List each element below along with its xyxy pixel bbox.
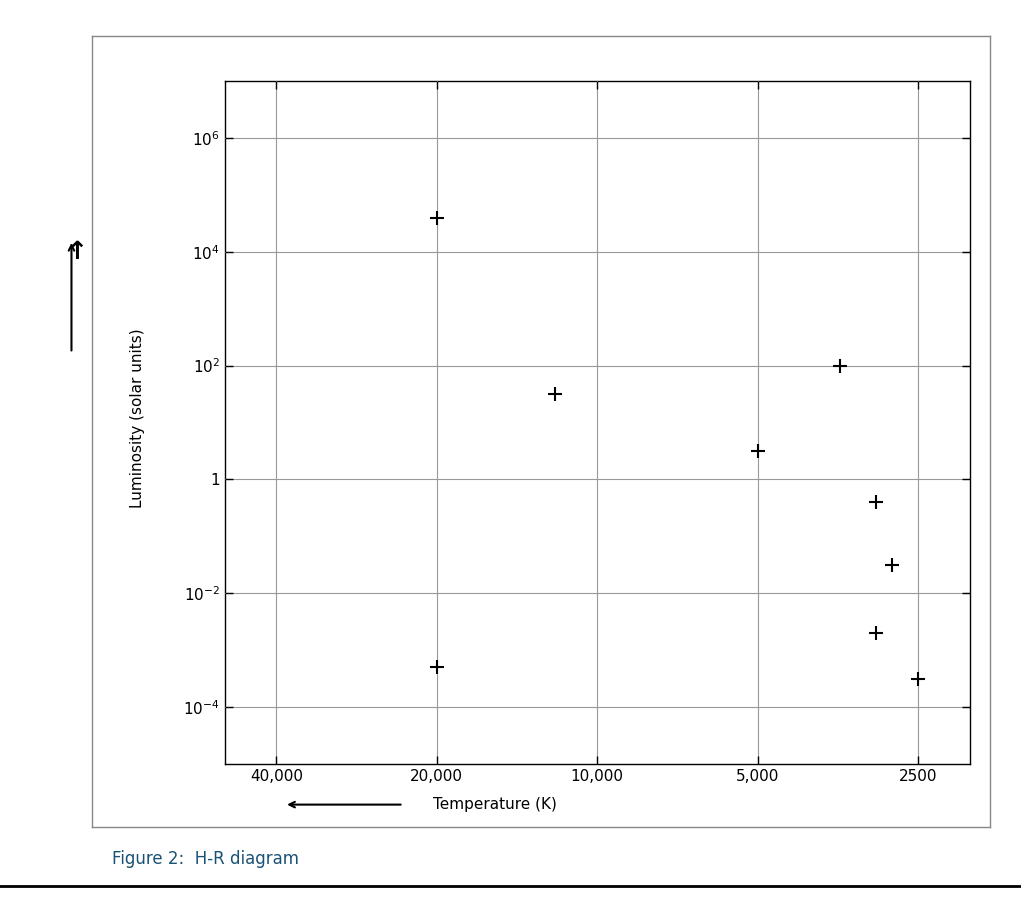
Text: Figure 2:  H-R diagram: Figure 2: H-R diagram: [112, 850, 299, 868]
Text: Temperature (K): Temperature (K): [433, 797, 557, 812]
Text: ↑: ↑: [66, 240, 87, 263]
Text: Luminosity (solar units): Luminosity (solar units): [131, 328, 145, 508]
